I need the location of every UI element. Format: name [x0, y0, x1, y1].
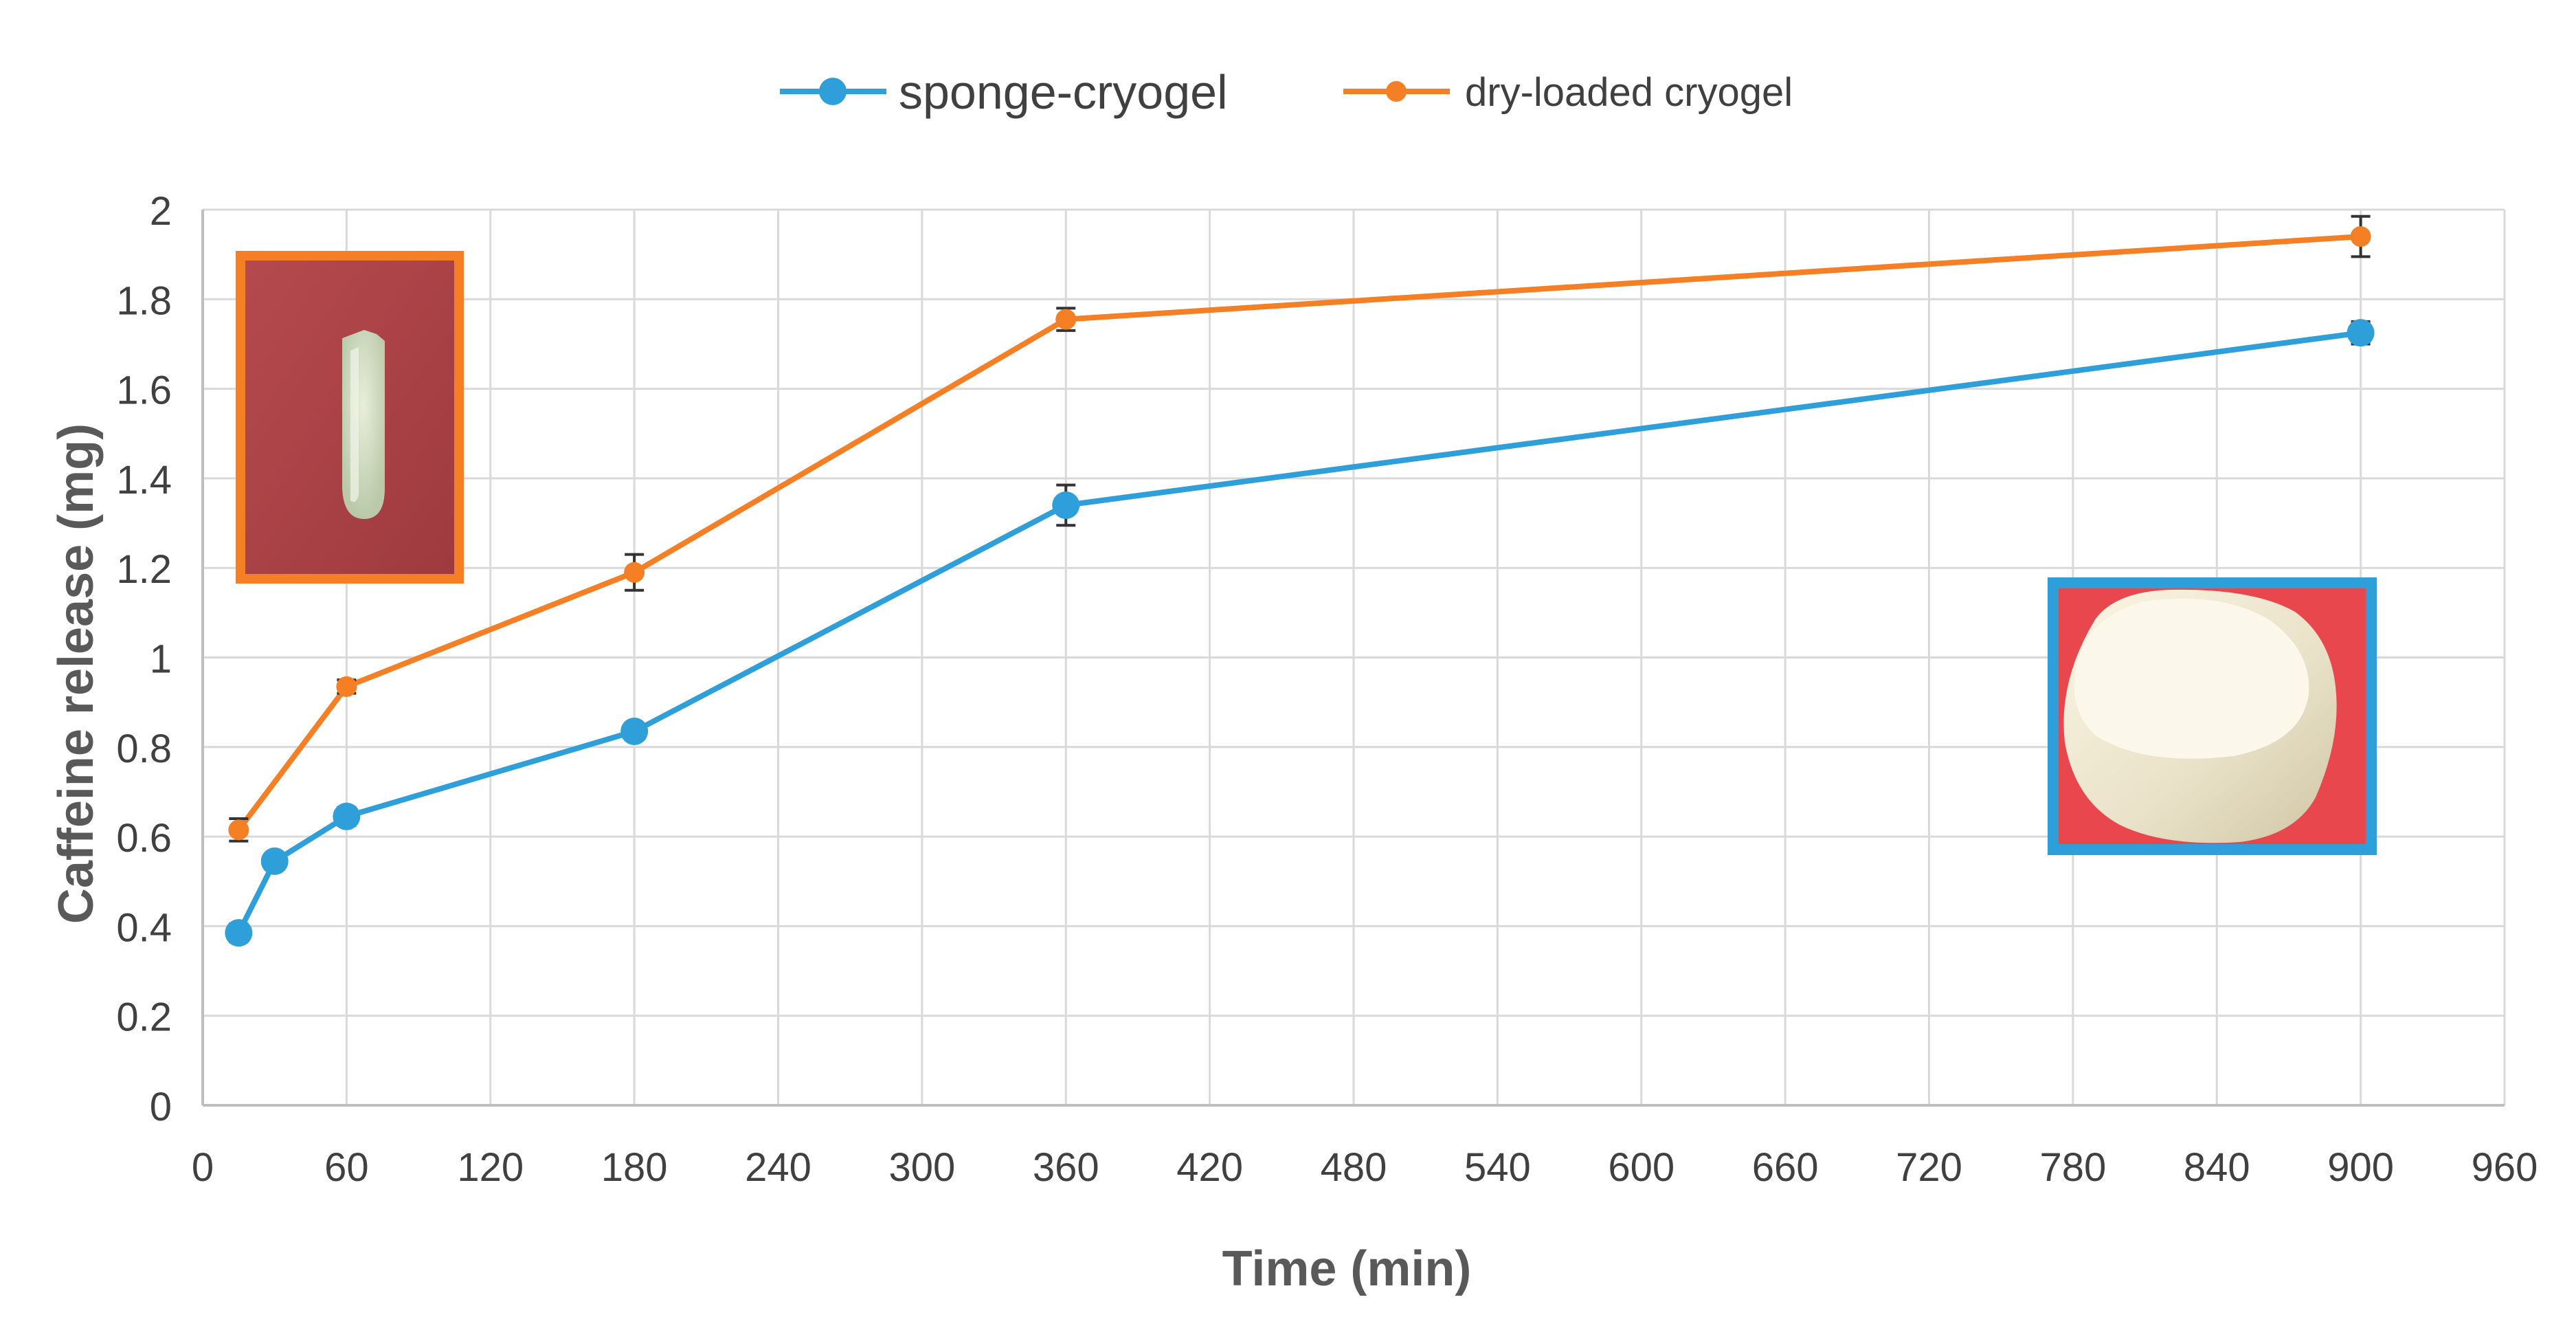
x-tick-label-16: 960 — [2472, 1145, 2538, 1190]
sponge-cryogel-photo — [2048, 577, 2377, 855]
dry-photo-frame — [236, 251, 464, 584]
x-tick-label-13: 780 — [2039, 1145, 2106, 1190]
x-tick-label-6: 360 — [1033, 1145, 1099, 1190]
y-tick-label-8: 1.6 — [116, 368, 172, 413]
legend-swatch-marker-sponge — [819, 78, 847, 105]
x-tick-label-4: 240 — [745, 1145, 811, 1190]
x-tick-label-7: 420 — [1176, 1145, 1243, 1190]
x-tick-label-8: 480 — [1321, 1145, 1387, 1190]
x-tick-label-0: 0 — [192, 1145, 214, 1190]
y-tick-label-0: 0 — [150, 1085, 172, 1129]
x-tick-label-9: 540 — [1464, 1145, 1531, 1190]
y-tick-label-3: 0.6 — [116, 816, 172, 861]
dry-photo-cylinder — [342, 330, 385, 519]
series-1 — [228, 214, 2371, 843]
series-line-0 — [236, 330, 2362, 934]
y-tick-label-5: 1 — [150, 637, 172, 682]
data-point-1-4 — [2350, 226, 2371, 247]
data-point-0-0 — [225, 919, 253, 947]
data-point-0-1 — [260, 847, 289, 875]
data-point-1-0 — [228, 819, 249, 841]
legend-item-sponge-cryogel: sponge-cryogel — [780, 65, 1228, 119]
x-tick-label-12: 720 — [1896, 1145, 1962, 1190]
y-tick-label-4: 0.8 — [116, 727, 172, 771]
data-point-1-1 — [336, 676, 357, 697]
y-tick-label-1: 0.2 — [116, 995, 172, 1040]
data-point-0-3 — [620, 717, 649, 745]
legend: sponge-cryogel dry-loaded cryogel — [780, 65, 1793, 119]
sponge-photo-top-face — [2074, 598, 2309, 759]
y-tick-label-9: 1.8 — [116, 278, 172, 323]
y-tick-label-2: 0.4 — [116, 905, 172, 950]
x-axis-ticks: 0 60 120 180 240 300 360 420 480 540 600 660 720 780 8… — [192, 1145, 2538, 1190]
data-point-1-2 — [624, 562, 645, 583]
legend-label-sponge-cryogel: sponge-cryogel — [899, 65, 1228, 119]
x-tick-label-10: 600 — [1608, 1145, 1675, 1190]
y-axis-ticks: 0 0.2 0.4 0.6 0.8 1 1.2 1.4 1.6 1.8 2 — [116, 189, 172, 1129]
y-tick-label-6: 1.2 — [116, 547, 172, 592]
data-point-1-3 — [1055, 309, 1077, 330]
data-point-0-5 — [2347, 319, 2375, 347]
legend-swatch-marker-dry — [1386, 81, 1407, 102]
x-axis-title: Time (min) — [1222, 1241, 1472, 1296]
series-layer — [225, 214, 2375, 947]
series-line-1 — [236, 234, 2361, 832]
legend-label-dry-loaded-cryogel: dry-loaded cryogel — [1465, 70, 1793, 115]
y-axis-title: Caffeine release (mg) — [49, 423, 104, 924]
data-point-0-4 — [1052, 491, 1080, 519]
dry-photo-cylinder-highlight — [350, 347, 359, 502]
series-0 — [225, 319, 2375, 947]
grid — [201, 208, 2506, 1107]
sponge-photo-frame — [2048, 577, 2377, 855]
legend-item-dry-loaded-cryogel: dry-loaded cryogel — [1343, 70, 1793, 115]
dry-loaded-cryogel-photo — [236, 251, 464, 584]
x-tick-label-2: 120 — [457, 1145, 524, 1190]
y-tick-label-10: 2 — [150, 189, 172, 234]
x-tick-label-15: 900 — [2327, 1145, 2394, 1190]
y-tick-label-7: 1.4 — [116, 458, 172, 502]
x-tick-label-3: 180 — [601, 1145, 668, 1190]
data-point-0-2 — [333, 802, 361, 830]
x-tick-label-5: 300 — [888, 1145, 955, 1190]
x-tick-label-1: 60 — [324, 1145, 369, 1190]
x-tick-label-11: 660 — [1752, 1145, 1819, 1190]
x-tick-label-14: 840 — [2184, 1145, 2250, 1190]
